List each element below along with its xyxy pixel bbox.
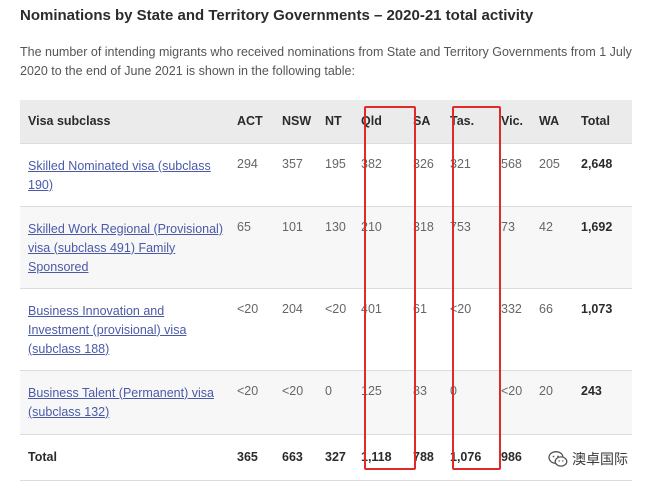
intro-text: The number of intending migrants who rec… bbox=[20, 45, 632, 78]
cell-tas: 753 bbox=[450, 219, 471, 234]
cell-nsw: 204 bbox=[282, 301, 303, 316]
header-wa: WA bbox=[539, 114, 560, 129]
nominations-table: Visa subclass ACT NSW NT Qld SA Tas. Vic… bbox=[20, 100, 632, 481]
cell-wa: 66 bbox=[539, 301, 553, 316]
cell-total: 1,692 bbox=[581, 219, 613, 234]
table-header-row: Visa subclass ACT NSW NT Qld SA Tas. Vic… bbox=[20, 100, 632, 143]
cell-qld: 125 bbox=[361, 383, 382, 398]
cell-act: 65 bbox=[237, 219, 251, 234]
visa-link-190[interactable]: Skilled Nominated visa (subclass 190) bbox=[28, 158, 211, 192]
cell-sa: 61 bbox=[413, 301, 427, 316]
visa-link-132[interactable]: Business Talent (Permanent) visa (subcla… bbox=[28, 385, 214, 419]
total-act: 365 bbox=[237, 450, 258, 464]
visa-link-491[interactable]: Skilled Work Regional (Provisional) visa… bbox=[28, 221, 223, 274]
header-vic: Vic. bbox=[501, 114, 524, 129]
cell-nt: 130 bbox=[325, 219, 346, 234]
header-nsw: NSW bbox=[282, 114, 312, 129]
cell-total: 2,648 bbox=[581, 156, 613, 171]
table-row: Business Innovation and Investment (prov… bbox=[20, 288, 632, 370]
total-sa: 788 bbox=[413, 450, 434, 464]
page-title: Nominations by State and Territory Gover… bbox=[20, 7, 534, 24]
total-nt: 327 bbox=[325, 450, 346, 464]
cell-qld: 210 bbox=[361, 219, 382, 234]
cell-nt: <20 bbox=[325, 301, 347, 316]
visa-cell: Skilled Work Regional (Provisional) visa… bbox=[20, 206, 233, 288]
table-row: Skilled Work Regional (Provisional) visa… bbox=[20, 206, 632, 288]
watermark: 澳卓国际 bbox=[548, 449, 628, 469]
wechat-icon bbox=[548, 451, 568, 467]
visa-link-188[interactable]: Business Innovation and Investment (prov… bbox=[28, 303, 187, 356]
cell-vic: 73 bbox=[501, 219, 515, 234]
watermark-text: 澳卓国际 bbox=[572, 451, 628, 467]
header-nt: NT bbox=[325, 114, 342, 129]
header-tas: Tas. bbox=[450, 114, 475, 129]
cell-nsw: 357 bbox=[282, 156, 303, 171]
cell-wa: 42 bbox=[539, 219, 553, 234]
cell-total: 243 bbox=[581, 383, 602, 398]
cell-total: 1,073 bbox=[581, 301, 613, 316]
total-vic: 986 bbox=[501, 450, 522, 464]
cell-tas: 321 bbox=[450, 156, 471, 171]
cell-qld: 401 bbox=[361, 301, 382, 316]
total-nsw: 663 bbox=[282, 450, 303, 464]
cell-nt: 195 bbox=[325, 156, 346, 171]
total-label: Total bbox=[28, 449, 57, 464]
header-sa: SA bbox=[413, 114, 431, 129]
cell-act: <20 bbox=[237, 383, 259, 398]
visa-cell: Business Innovation and Investment (prov… bbox=[20, 288, 233, 370]
cell-wa: 20 bbox=[539, 383, 553, 398]
header-visa-subclass: Visa subclass bbox=[28, 114, 111, 129]
cell-vic: 568 bbox=[501, 156, 522, 171]
tas-column-highlight bbox=[452, 106, 501, 470]
cell-vic: <20 bbox=[501, 383, 523, 398]
total-tas: 1,076 bbox=[450, 450, 482, 464]
visa-cell: Skilled Nominated visa (subclass 190) bbox=[20, 143, 233, 206]
cell-nsw: 101 bbox=[282, 219, 303, 234]
cell-wa: 205 bbox=[539, 156, 560, 171]
header-act: ACT bbox=[237, 114, 263, 129]
cell-tas: <20 bbox=[450, 301, 472, 316]
cell-nsw: <20 bbox=[282, 383, 304, 398]
table-row: Business Talent (Permanent) visa (subcla… bbox=[20, 370, 632, 434]
header-total: Total bbox=[581, 114, 610, 129]
cell-qld: 382 bbox=[361, 156, 382, 171]
visa-cell: Business Talent (Permanent) visa (subcla… bbox=[20, 370, 233, 434]
cell-sa: 326 bbox=[413, 156, 434, 171]
total-row: Total 365 663 327 1,118 788 1,076 986 bbox=[20, 434, 632, 480]
table-row: Skilled Nominated visa (subclass 190) 29… bbox=[20, 143, 632, 206]
total-qld: 1,118 bbox=[361, 450, 392, 464]
cell-act: <20 bbox=[237, 301, 259, 316]
cell-nt: 0 bbox=[325, 383, 332, 398]
cell-sa: 318 bbox=[413, 219, 434, 234]
cell-sa: 83 bbox=[413, 383, 427, 398]
cell-act: 294 bbox=[237, 156, 258, 171]
header-qld: Qld bbox=[361, 114, 382, 129]
cell-vic: 332 bbox=[501, 301, 522, 316]
qld-column-highlight bbox=[364, 106, 416, 470]
